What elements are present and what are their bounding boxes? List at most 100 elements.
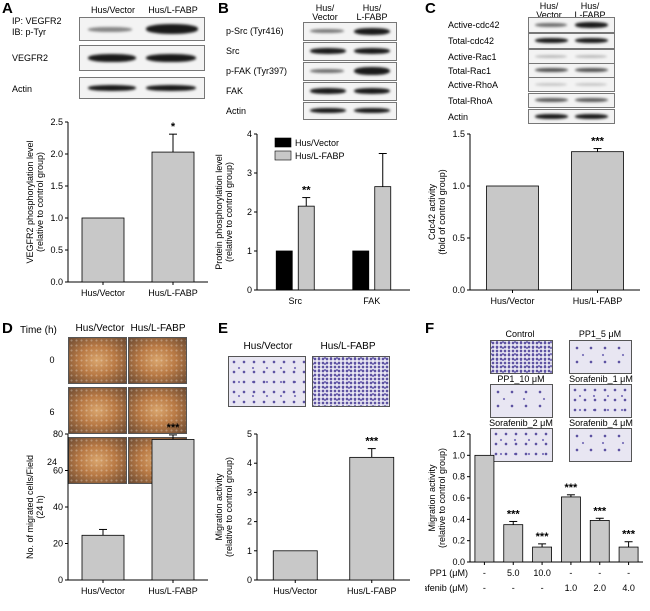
bar bbox=[275, 250, 293, 291]
blot-a-row-actin: Actin bbox=[12, 84, 33, 94]
blot-c-total-cdc42-strip bbox=[528, 33, 615, 49]
blot-c-total-rac1-strip bbox=[528, 63, 615, 78]
sorafenib-dose: - bbox=[512, 583, 515, 593]
treatment-label-pp1-5: PP1_5 μM bbox=[578, 329, 622, 339]
transwell-image-lfabp bbox=[312, 356, 390, 407]
sorafenib-dose: - bbox=[541, 583, 544, 593]
treatment-label-control: Control bbox=[505, 329, 535, 339]
chart-d: 0 20 40 60 80 No. of migrated cells/Field (24 … bbox=[25, 422, 208, 596]
legend-swatch bbox=[274, 150, 292, 161]
wound-time-header: Time (h) bbox=[20, 325, 57, 336]
transwell-image-sorafenib-2 bbox=[490, 428, 553, 462]
y-tick-label: 1.0 bbox=[452, 181, 465, 191]
panel-label-a: A bbox=[2, 0, 13, 17]
y-axis-label: (relative to control group) bbox=[224, 162, 234, 262]
blot-a-ip-label: IP: VEGFR2 bbox=[12, 16, 62, 26]
band bbox=[310, 48, 346, 54]
blot-b-row-pfak: p-FAK (Tyr397) bbox=[226, 66, 288, 76]
band bbox=[535, 38, 568, 43]
blot-b-column-lfabp: Hus/ L-FABP bbox=[356, 3, 388, 22]
band bbox=[535, 68, 568, 72]
bar bbox=[474, 454, 495, 563]
x-tick-label: Hus/Vector bbox=[490, 296, 534, 306]
band bbox=[310, 88, 346, 94]
band bbox=[575, 83, 607, 86]
bar bbox=[297, 205, 315, 291]
bar bbox=[561, 496, 581, 563]
y-axis-label: (relative to control group) bbox=[35, 152, 45, 252]
band bbox=[575, 68, 608, 72]
transwell-column-vector: Hus/Vector bbox=[243, 341, 293, 352]
y-tick-label: 60 bbox=[53, 466, 63, 476]
band bbox=[88, 54, 136, 62]
y-tick-label: 0.5 bbox=[50, 245, 63, 255]
y-tick-label: 0.8 bbox=[452, 472, 465, 482]
y-tick-label: 2.5 bbox=[50, 117, 63, 127]
y-tick-label: 20 bbox=[53, 539, 63, 549]
band bbox=[88, 85, 136, 91]
y-axis-label: No. of migrated cells/Field bbox=[25, 455, 35, 559]
treatment-label-sorafenib-2: Sorafenib_2 μM bbox=[489, 418, 553, 428]
y-tick-label: 5 bbox=[247, 429, 252, 439]
x-tick-label: Src bbox=[289, 296, 303, 306]
bar bbox=[272, 550, 318, 581]
band bbox=[88, 27, 132, 32]
y-axis-label: Migration activity bbox=[215, 473, 224, 541]
pp1-row-label: PP1 (μM) bbox=[430, 568, 468, 578]
y-axis-label: Migration activity bbox=[427, 464, 437, 532]
y-tick-label: 3 bbox=[247, 168, 252, 178]
bar bbox=[151, 151, 195, 283]
band bbox=[575, 38, 608, 43]
x-tick-label: Hus/L-FABP bbox=[148, 288, 198, 298]
wound-column-vector: Hus/Vector bbox=[75, 323, 125, 334]
y-axis-label: (relative to control group) bbox=[437, 448, 447, 548]
band bbox=[535, 114, 568, 119]
x-tick-label: Hus/Vector bbox=[273, 586, 317, 596]
y-tick-label: 2 bbox=[247, 207, 252, 217]
wound-time-0: 0 bbox=[49, 355, 55, 365]
significance-mark: *** bbox=[622, 529, 636, 541]
blot-b-actin-strip bbox=[303, 102, 397, 120]
blot-b-fak-strip bbox=[303, 82, 397, 101]
wound-time-6: 6 bbox=[49, 407, 55, 417]
panel-label-f: F bbox=[425, 320, 435, 337]
blot-c-row-total-rhoa: Total-RhoA bbox=[448, 96, 493, 106]
pp1-dose: - bbox=[483, 568, 486, 578]
x-tick-label: FAK bbox=[363, 296, 380, 306]
transwell-image-pp1-10 bbox=[490, 384, 553, 418]
significance-mark: ** bbox=[302, 185, 311, 197]
blot-c-active-rhoa-strip bbox=[528, 77, 615, 92]
blot-c-column-lfabp: Hus/ L-FABP bbox=[574, 1, 606, 20]
pp1-dose: - bbox=[627, 568, 630, 578]
band bbox=[146, 54, 196, 62]
wound-image-vector-6h bbox=[68, 387, 127, 434]
band bbox=[575, 22, 608, 28]
blot-c-actin-strip bbox=[528, 109, 615, 124]
y-tick-label: 80 bbox=[53, 429, 63, 439]
y-tick-label: 0.6 bbox=[452, 493, 465, 503]
y-tick-label: 1.2 bbox=[452, 429, 465, 439]
transwell-image-pp1-5 bbox=[569, 340, 632, 374]
blot-c-row-total-cdc42: Total-cdc42 bbox=[448, 36, 495, 46]
blot-c-column-vector: Hus/ Vector bbox=[536, 1, 562, 20]
y-tick-label: 4 bbox=[247, 129, 252, 139]
band bbox=[354, 88, 390, 94]
y-axis-label: Protein phosphorylation level bbox=[215, 154, 224, 270]
significance-mark: *** bbox=[564, 482, 578, 494]
blot-c-row-active-rhoa: Active-RhoA bbox=[448, 80, 499, 90]
treatment-label-sorafenib-1: Sorafenib_1 μM bbox=[569, 374, 633, 384]
significance-mark: *** bbox=[507, 508, 521, 520]
significance-mark: *** bbox=[593, 505, 607, 517]
bar bbox=[349, 456, 395, 581]
y-tick-label: 1 bbox=[247, 246, 252, 256]
bar bbox=[374, 186, 392, 291]
bar bbox=[81, 217, 125, 283]
blot-a-column-lfabp: Hus/L-FABP bbox=[148, 5, 198, 15]
sorafenib-dose: - bbox=[483, 583, 486, 593]
band bbox=[354, 67, 390, 75]
significance-mark: *** bbox=[167, 422, 181, 434]
pp1-dose: - bbox=[598, 568, 601, 578]
x-tick-label: Hus/L-FABP bbox=[573, 296, 623, 306]
y-tick-label: 0.0 bbox=[452, 285, 465, 295]
blot-c-row-active-rac1: Active-Rac1 bbox=[448, 52, 497, 62]
